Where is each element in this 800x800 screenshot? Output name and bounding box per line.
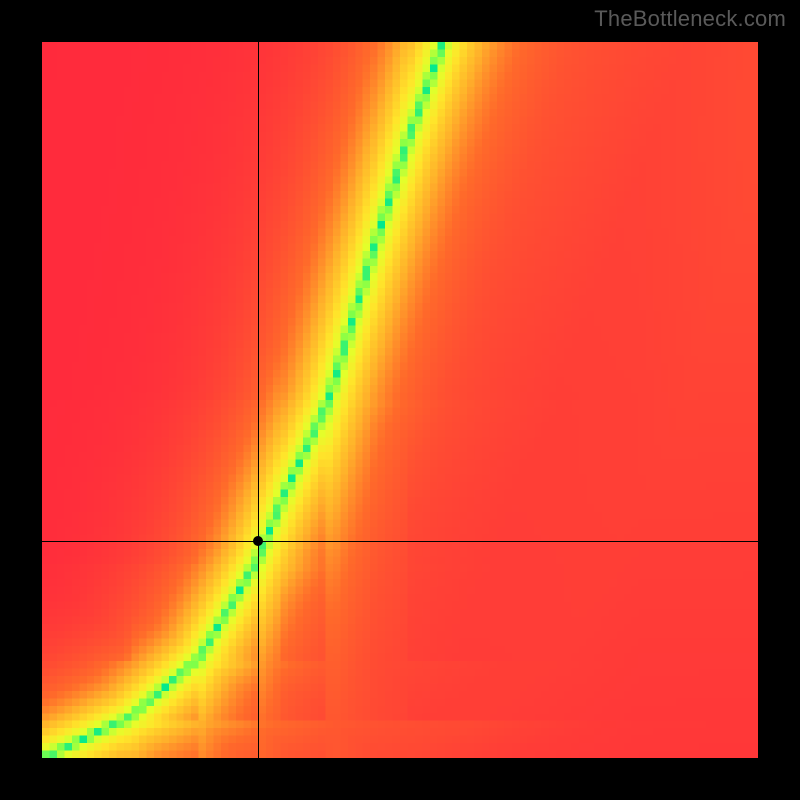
watermark-text: TheBottleneck.com bbox=[594, 6, 786, 32]
bottleneck-marker bbox=[253, 536, 263, 546]
crosshair-vertical bbox=[258, 42, 259, 758]
heatmap-canvas bbox=[42, 42, 758, 758]
heatmap-plot bbox=[42, 42, 758, 758]
crosshair-horizontal bbox=[42, 541, 758, 542]
